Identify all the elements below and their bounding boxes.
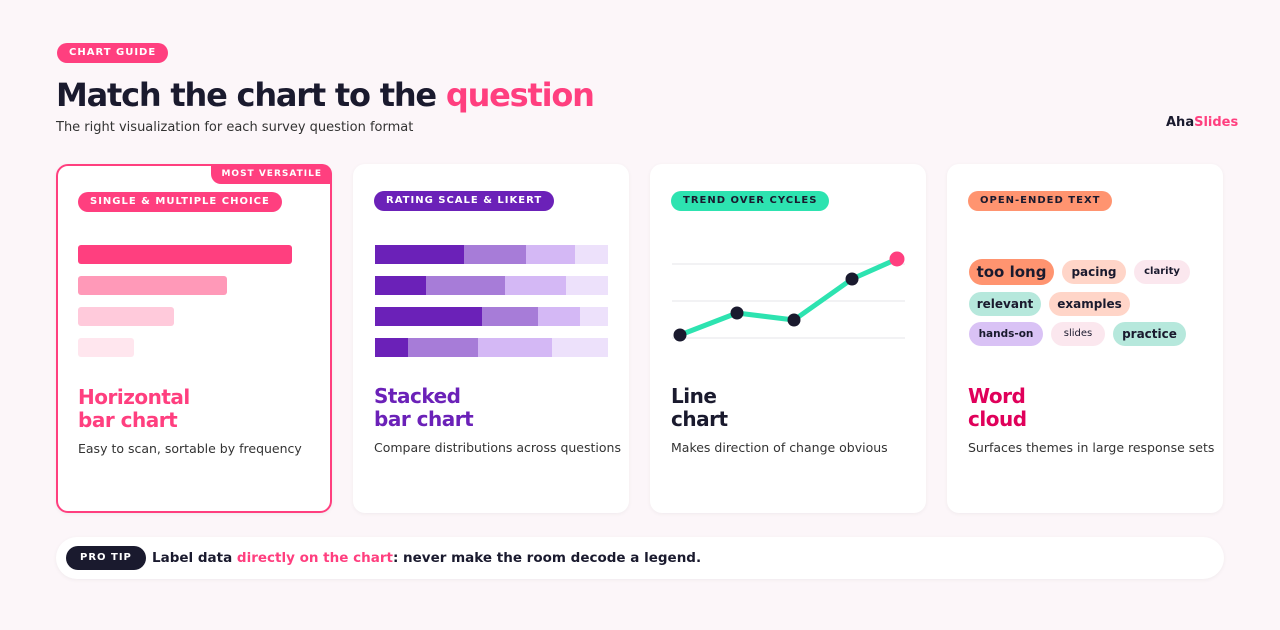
title-line: bar chart [374,407,474,431]
tip-before: Label data [152,550,233,566]
card: MOST VERSATILE SINGLE & MULTIPLE CHOICE … [56,164,332,513]
tag: SINGLE & MULTIPLE CHOICE [78,192,282,212]
subtitle: The right visualization for each survey … [56,120,414,135]
word: examples [1049,292,1130,316]
tag: RATING SCALE & LIKERT [374,191,555,211]
title: Match the chart to the question [56,76,595,114]
card: TREND OVER CYCLES Line chart Makes direct… [650,164,926,513]
title-line: chart [671,407,728,431]
title-line: Word [968,384,1026,408]
tag: OPEN-ENDED TEXT [968,191,1113,211]
title-line: Line [671,384,717,408]
title-highlight: question [445,76,595,114]
word: too long [969,259,1054,285]
description: Easy to scan, sortable by frequency [78,441,302,456]
tip-after: : never make the room decode a legend. [392,550,702,566]
title-line: Stacked [374,384,461,408]
description: Surfaces themes in large response sets [968,440,1215,455]
title-text: Match the chart to the [56,76,437,114]
card-title: Stacked bar chart [374,384,474,431]
description: Compare distributions across questions [374,440,621,455]
word: practice [1113,322,1186,346]
brand-highlight: Slides [1194,115,1239,130]
word: relevant [969,292,1041,316]
badge: CHART GUIDE [57,43,169,63]
card-title: Line chart [671,385,728,431]
flag: MOST VERSATILE [211,164,332,184]
brand-text: Aha [1166,115,1195,130]
title-line: bar chart [78,408,178,432]
description: Makes direction of change obvious [671,440,888,455]
tip-label: PRO TIP [66,546,146,570]
tip-text: Label data directly on the chart: never … [152,550,701,566]
word: hands-on [969,322,1043,346]
word: pacing [1062,260,1126,284]
title-line: cloud [968,407,1027,431]
word: slides [1051,322,1105,346]
brand: AhaSlides [1166,115,1238,130]
tag: TREND OVER CYCLES [671,191,830,211]
card: RATING SCALE & LIKERT Stacked bar chart C… [353,164,629,513]
title-line: Horizontal [78,385,190,409]
card-title: Word cloud [968,385,1027,431]
card-title: Horizontal bar chart [78,386,190,432]
tip-highlight: directly on the chart [236,550,393,566]
word: clarity [1134,260,1190,284]
tip-bar: PRO TIP Label data directly on the chart… [56,537,1224,579]
